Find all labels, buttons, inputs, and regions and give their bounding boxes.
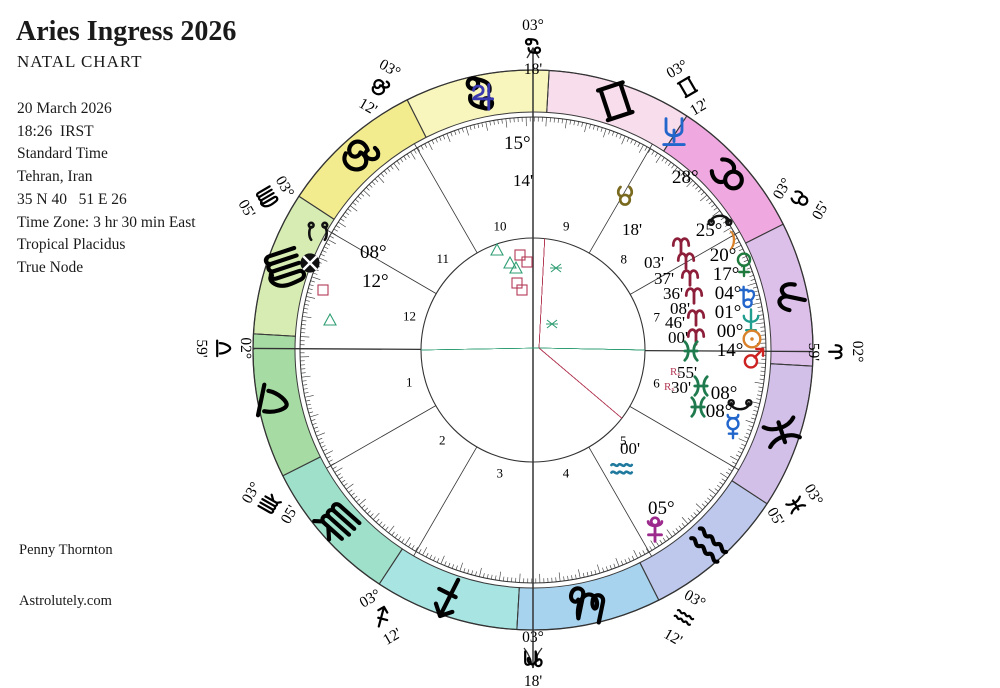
svg-text:3: 3 (497, 466, 504, 481)
svg-text:2: 2 (439, 432, 446, 447)
svg-text:28°: 28° (672, 167, 699, 188)
svg-text:03°: 03° (522, 629, 544, 646)
svg-text:15°: 15° (504, 133, 531, 154)
svg-text:02°: 02° (849, 341, 866, 363)
svg-text:12: 12 (403, 308, 416, 323)
svg-text:02°: 02° (237, 337, 254, 359)
svg-text:18': 18' (524, 61, 543, 78)
svg-text:59': 59' (193, 339, 210, 358)
svg-text:04°: 04° (715, 283, 742, 304)
svg-text:9: 9 (563, 218, 570, 233)
svg-text:17°: 17° (713, 264, 740, 285)
svg-text:00': 00' (620, 439, 640, 458)
svg-text:12°: 12° (362, 271, 389, 292)
svg-text:08°: 08° (360, 242, 387, 263)
svg-text:01°: 01° (715, 302, 742, 323)
svg-text:08°: 08° (706, 401, 733, 422)
svg-text:00°: 00° (717, 321, 744, 342)
svg-text:14': 14' (513, 171, 533, 190)
svg-text:1: 1 (406, 375, 413, 390)
svg-text:03°: 03° (522, 17, 544, 34)
svg-text:30': 30' (671, 378, 691, 397)
svg-text:6: 6 (653, 376, 660, 391)
svg-text:18': 18' (622, 220, 642, 239)
svg-text:11: 11 (436, 251, 449, 266)
svg-text:59': 59' (805, 343, 822, 362)
svg-text:05°: 05° (648, 498, 675, 519)
svg-text:14°: 14° (717, 340, 744, 361)
svg-text:4: 4 (563, 466, 570, 481)
svg-text:8: 8 (621, 252, 628, 267)
svg-text:18': 18' (524, 673, 543, 688)
svg-text:10: 10 (493, 218, 506, 233)
svg-text:7: 7 (654, 309, 661, 324)
